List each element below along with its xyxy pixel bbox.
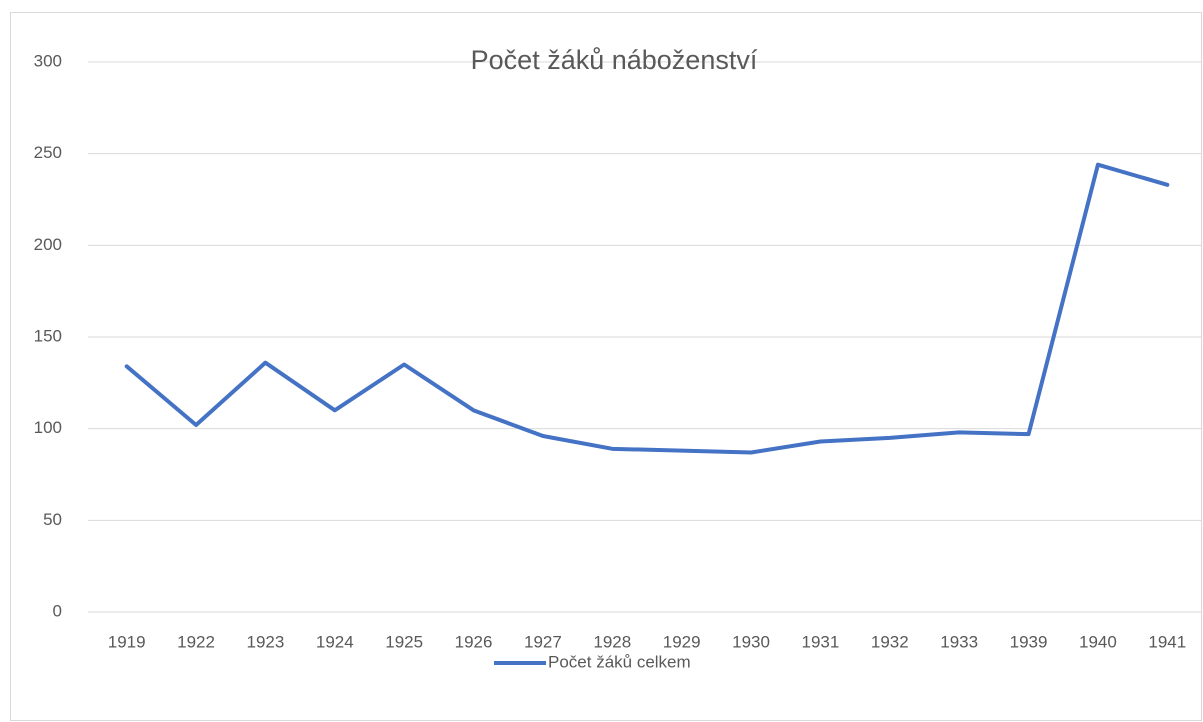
x-tick-label: 1926 [455, 632, 493, 651]
y-tick-label: 150 [34, 326, 62, 345]
y-tick-label: 0 [53, 601, 62, 620]
y-tick-label: 200 [34, 235, 62, 254]
legend-label: Počet žáků celkem [548, 652, 691, 671]
y-tick-label: 100 [34, 418, 62, 437]
x-tick-label: 1924 [316, 632, 354, 651]
data-line [124, 162, 1170, 455]
y-tick-label: 250 [34, 143, 62, 162]
x-tick-label: 1929 [663, 632, 701, 651]
x-tick-label: 1927 [524, 632, 562, 651]
y-tick-label: 300 [34, 51, 62, 70]
x-tick-label: 1925 [385, 632, 423, 651]
x-tick-label: 1919 [108, 632, 146, 651]
x-tick-label: 1939 [1010, 632, 1048, 651]
x-tick-label: 1933 [940, 632, 978, 651]
x-tick-label: 1923 [247, 632, 285, 651]
chart-title: Počet žáků náboženství [471, 45, 758, 75]
y-tick-label: 50 [43, 510, 62, 529]
chart-border [10, 12, 1202, 721]
x-tick-label: 1940 [1079, 632, 1117, 651]
x-tick-label: 1930 [732, 632, 770, 651]
x-tick-label: 1928 [593, 632, 631, 651]
x-tick-label: 1922 [177, 632, 215, 651]
x-tick-label: 1932 [871, 632, 909, 651]
x-tick-label: 1941 [1148, 632, 1186, 651]
x-tick-label: 1931 [802, 632, 840, 651]
